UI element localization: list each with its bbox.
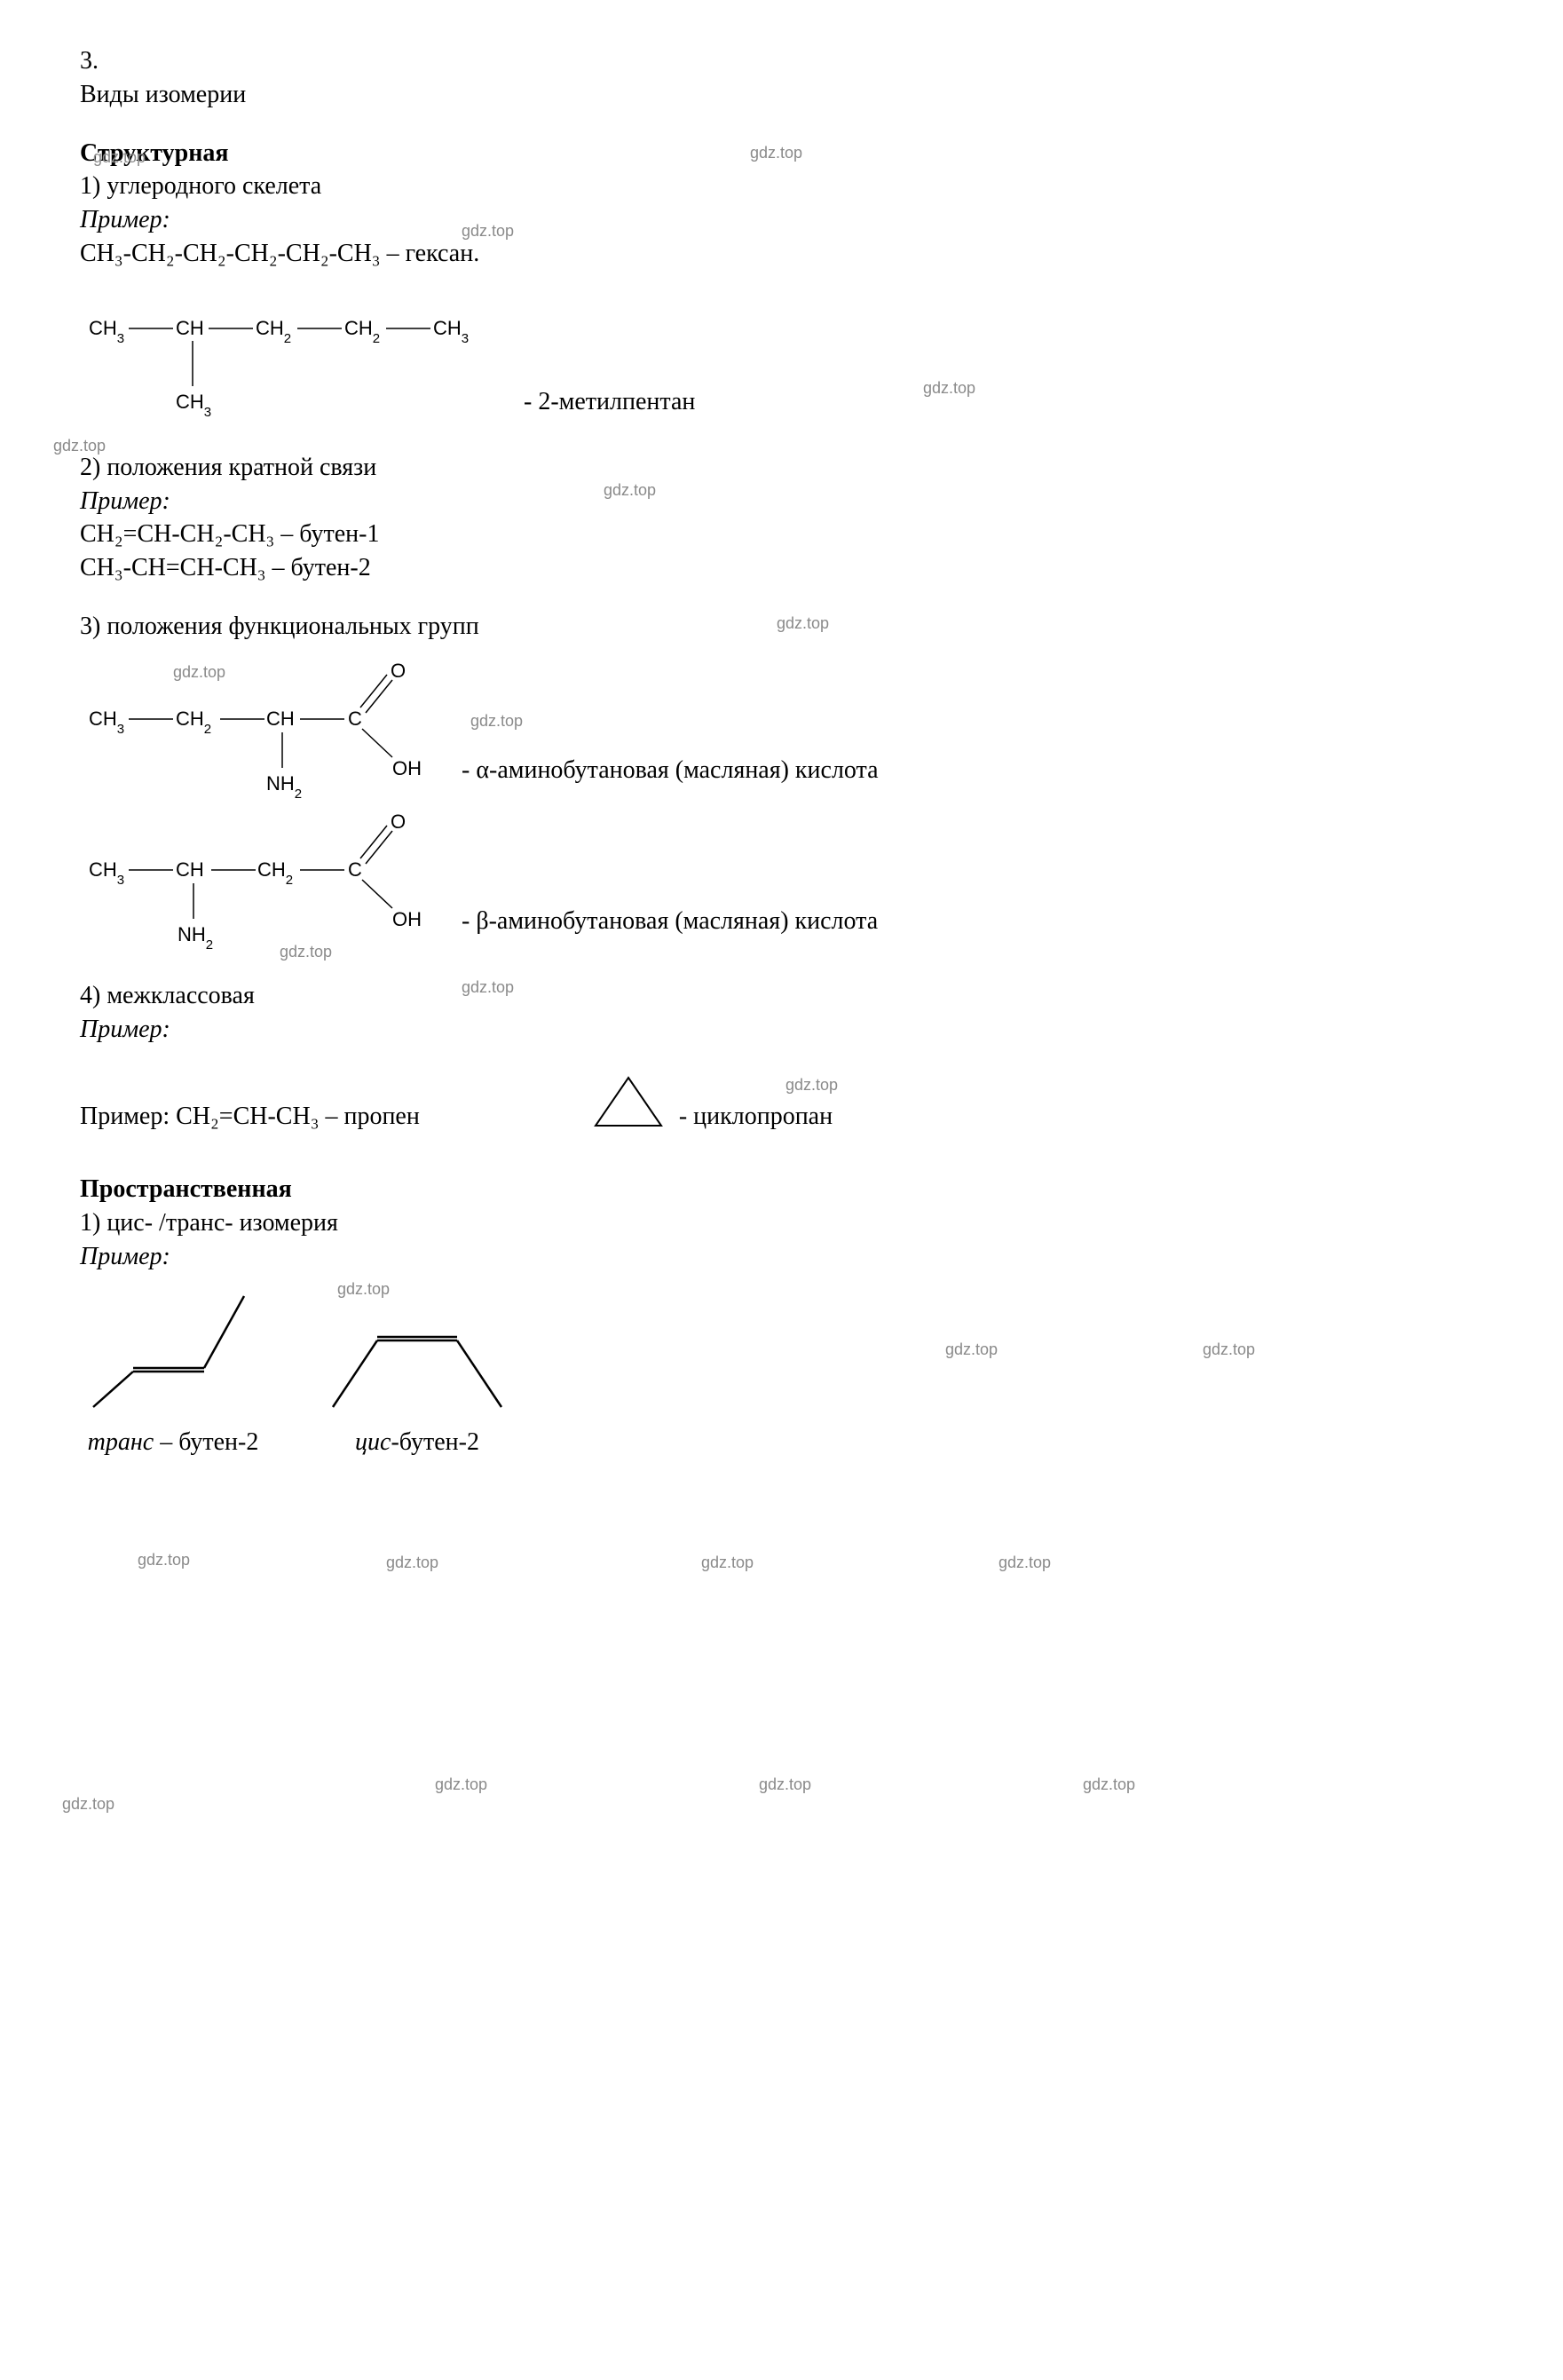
svg-text:CH: CH <box>266 708 295 730</box>
structural-heading: Структурная <box>80 137 1483 170</box>
svg-text:C: C <box>348 708 362 730</box>
watermark: gdz.top <box>1083 1774 1135 1795</box>
cyclopropane-icon <box>588 1071 668 1133</box>
watermark: gdz.top <box>701 1552 754 1573</box>
beta-amino-structure: CH3 CH CH2 C O OH NH2 <box>80 803 453 954</box>
svg-text:CH3: CH3 <box>89 858 124 888</box>
trans-structure <box>80 1283 266 1416</box>
item1-formula-linear: CH₃-CH₂-CH₂-CH₂-CH₂-CH₃ – гексан. <box>80 237 1483 271</box>
item2-line2: CH₃-CH=CH-CH₃ – бутен-2 <box>80 551 1483 585</box>
item2-label: 2) положения кратной связи <box>80 451 1483 485</box>
trans-label: транс – бутен-2 <box>80 1426 266 1459</box>
item1-example-label: Пример: <box>80 203 1483 237</box>
watermark: gdz.top <box>759 1774 811 1795</box>
svg-text:CH3: CH3 <box>433 317 469 346</box>
item4-label: 4) межклассовая <box>80 979 1483 1013</box>
spatial-item1-label: 1) цис- /транс- изомерия <box>80 1206 1483 1240</box>
spatial-item1-example-label: Пример: <box>80 1240 1483 1274</box>
section-number: 3. <box>80 44 1483 78</box>
branched-structure: CH3 CH CH2 CH2 CH3 CH3 <box>80 302 488 426</box>
cis-structure <box>320 1283 515 1416</box>
page-title: Виды изомерии <box>80 78 1483 112</box>
item2-line1: CH₂=CH-CH₂-CH₃ – бутен-1 <box>80 518 1483 551</box>
svg-text:O: O <box>391 660 406 682</box>
svg-text:NH2: NH2 <box>178 923 213 953</box>
spatial-heading: Пространственная <box>80 1173 1483 1206</box>
svg-text:CH3: CH3 <box>89 317 124 346</box>
item1-label: 1) углеродного скелета <box>80 170 1483 203</box>
svg-text:CH: CH <box>176 858 204 881</box>
svg-text:CH3: CH3 <box>176 391 211 420</box>
item4-example-label: Пример: <box>80 1013 1483 1047</box>
item2-example-label: Пример: <box>80 485 1483 518</box>
cis-label: цис-бутен-2 <box>320 1426 515 1459</box>
svg-text:CH3: CH3 <box>89 708 124 737</box>
item4-line: Пример: CH₂=CH-CH₃ – пропен <box>80 1100 420 1134</box>
alpha-amino-structure: CH3 CH2 CH C O OH NH2 <box>80 652 453 803</box>
svg-text:CH2: CH2 <box>256 317 291 346</box>
svg-text:CH: CH <box>176 317 204 339</box>
watermark: gdz.top <box>999 1552 1051 1573</box>
svg-text:CH2: CH2 <box>176 708 211 737</box>
watermark: gdz.top <box>435 1774 487 1795</box>
svg-text:OH: OH <box>392 757 422 779</box>
watermark: gdz.top <box>138 1549 190 1570</box>
svg-text:CH2: CH2 <box>257 858 293 888</box>
beta-name: - β-аминобутановая (масляная) кислота <box>462 905 878 938</box>
watermark: gdz.top <box>62 1793 114 1815</box>
alpha-name: - α-аминобутановая (масляная) кислота <box>462 754 879 787</box>
svg-text:C: C <box>348 858 362 881</box>
branched-name: - 2-метилпентан <box>524 385 695 419</box>
svg-text:O: O <box>391 810 406 833</box>
svg-text:NH2: NH2 <box>266 772 302 802</box>
watermark: gdz.top <box>386 1552 438 1573</box>
svg-text:OH: OH <box>392 908 422 930</box>
item3-label: 3) положения функциональных групп <box>80 610 1483 644</box>
svg-text:CH2: CH2 <box>344 317 380 346</box>
cyclopropane-name: - циклопропан <box>679 1100 833 1134</box>
